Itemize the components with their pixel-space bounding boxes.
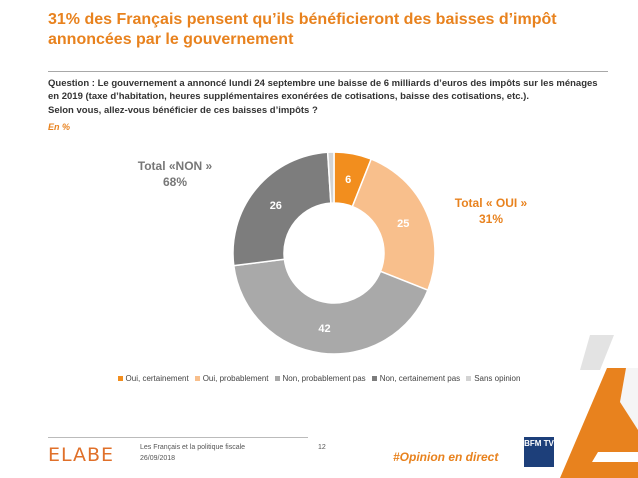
- footer-date: 26/09/2018: [140, 455, 176, 462]
- legend-item: Oui, certainement: [117, 374, 189, 383]
- legend-swatch: [194, 376, 200, 381]
- legend-label: Sans opinion: [474, 374, 521, 383]
- donut-label-3: 26: [270, 200, 282, 212]
- footer-info: Les Français et la politique fiscale 26/…: [140, 442, 245, 464]
- legend-label: Oui, probablement: [202, 374, 269, 383]
- legend-label: Non, probablement pas: [282, 374, 366, 383]
- legend-swatch: [274, 376, 280, 381]
- title-divider: [48, 71, 608, 72]
- total-non: Total «NON » 68%: [130, 158, 220, 190]
- legend-swatch: [466, 376, 472, 381]
- total-oui: Total « OUI » 31%: [446, 195, 536, 227]
- donut-label-1: 25: [397, 218, 409, 230]
- footer-study-name: Les Français et la politique fiscale: [140, 444, 246, 451]
- question-block: Question : Le gouvernement a annoncé lun…: [48, 78, 608, 118]
- question-text: Question : Le gouvernement a annoncé lun…: [48, 78, 598, 102]
- legend-label: Non, certainement pas: [379, 374, 461, 383]
- unit-label: En %: [48, 122, 71, 132]
- total-non-value: 68%: [162, 175, 188, 189]
- donut-slice-non-certainement-pas: [232, 151, 332, 267]
- donut-label-2: 42: [318, 323, 330, 335]
- page-number: 12: [318, 444, 326, 451]
- bfm-tv-logo: BFM TV: [524, 437, 554, 467]
- donut-slice-non-probablement-pas: [232, 258, 429, 355]
- footer-divider: [48, 437, 308, 438]
- legend-item: Non, probablement pas: [274, 374, 366, 383]
- legend-item: Non, certainement pas: [371, 374, 461, 383]
- total-non-label: Total «NON »: [137, 159, 213, 173]
- total-oui-label: Total « OUI »: [454, 196, 528, 210]
- legend-swatch: [117, 376, 123, 381]
- legend-item: Oui, probablement: [194, 374, 269, 383]
- total-oui-value: 31%: [478, 212, 504, 226]
- donut-slice-sans-opinion: [326, 151, 335, 204]
- hashtag: #Opinion en direct: [393, 450, 499, 464]
- question-prompt: Selon vous, allez-vous bénéficier de ces…: [48, 105, 318, 116]
- chart-legend: Oui, certainement Oui, probablement Non, p…: [0, 374, 638, 383]
- legend-swatch: [371, 376, 377, 381]
- donut-slice-oui-probablement: [351, 158, 436, 292]
- donut-label-0: 6: [345, 174, 351, 186]
- elabe-logo: ELABE: [48, 444, 115, 466]
- legend-item: Sans opinion: [466, 374, 520, 383]
- legend-label: Oui, certainement: [125, 374, 189, 383]
- page-title: 31% des Français pensent qu’ils bénéfici…: [48, 11, 557, 48]
